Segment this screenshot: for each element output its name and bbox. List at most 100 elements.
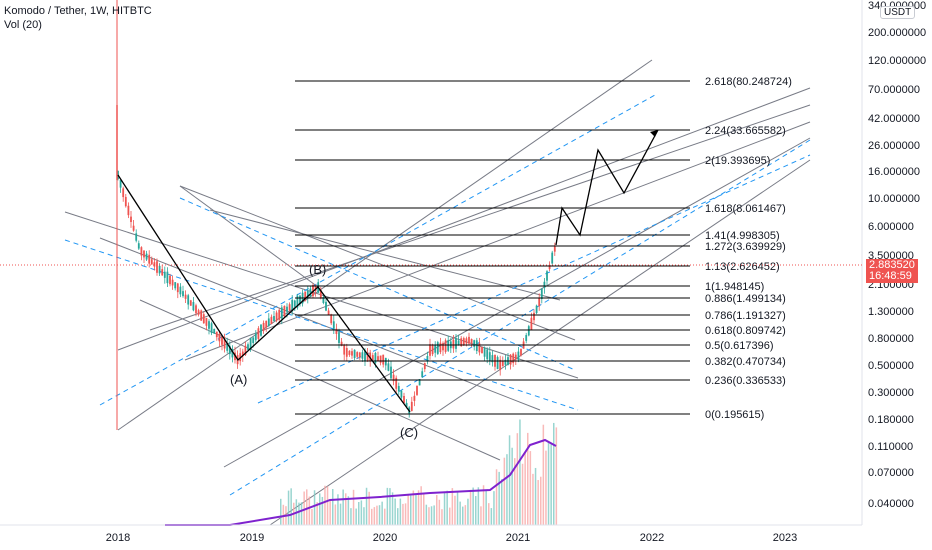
candle-body (390, 366, 392, 379)
price-tick-label: 120.000000 (868, 55, 926, 67)
candle-body (299, 295, 301, 305)
volume-bar (319, 493, 321, 525)
candle-body (325, 301, 327, 311)
price-tick-label: 0.800000 (868, 333, 914, 345)
volume-bar (438, 499, 441, 525)
time-tick-label: 2023 (773, 532, 797, 544)
trend-channels (64, 59, 811, 526)
channel-line (209, 209, 561, 301)
volume-bar (540, 476, 542, 525)
currency-button[interactable]: USDT (880, 6, 916, 19)
candle-body (465, 338, 468, 344)
candle-body (351, 351, 353, 356)
volume-bar (485, 490, 487, 525)
volume-bar (308, 496, 311, 525)
volume-bar (423, 493, 425, 525)
candle-body (322, 297, 325, 303)
candle-body (215, 331, 218, 338)
volume-bar (462, 506, 464, 525)
candle-body (395, 377, 398, 389)
candle-body (353, 349, 356, 359)
fib-level-label: 2(19.393695) (705, 155, 770, 167)
time-tick-label: 2020 (373, 532, 397, 544)
volume-bar (384, 508, 386, 525)
candle-body (189, 300, 192, 306)
volume-bar (459, 501, 461, 525)
candle-body (392, 374, 395, 382)
fib-level-label: 1.13(2.626452) (705, 261, 780, 273)
wave-label: (B) (309, 262, 326, 277)
candle-body (288, 304, 291, 311)
symbol-title[interactable]: Komodo / Tether, 1W, HITBTC (4, 5, 152, 17)
volume-bar (508, 435, 511, 525)
volume-bar (371, 508, 373, 525)
candle-body (520, 349, 522, 356)
channel-line (269, 159, 811, 526)
volume-bar (514, 458, 516, 525)
candle-body (122, 188, 125, 198)
candle-body (205, 317, 208, 326)
volume-bar (407, 493, 409, 525)
candle-body (304, 291, 307, 301)
candle-body (330, 314, 333, 324)
candle-body (348, 350, 351, 355)
candle-body (231, 349, 234, 358)
price-tick-label: 0.180000 (868, 414, 914, 426)
candle-body (119, 180, 122, 188)
volume-bar (555, 427, 558, 525)
candle-body (210, 323, 213, 334)
candle-body (340, 341, 343, 346)
chart-legend: Komodo / Tether, 1W, HITBTC Vol (20) (4, 4, 152, 32)
candle-body (197, 310, 200, 315)
price-tick-label: 0.070000 (868, 467, 914, 479)
volume-bar (488, 503, 490, 525)
candle-body (366, 352, 369, 361)
projected-wave-line (555, 129, 659, 246)
fib-level-label: 0(0.195615) (705, 409, 764, 421)
volume-bar (300, 502, 303, 525)
candle-body (153, 262, 156, 267)
candle-body (296, 295, 299, 308)
candle-body (488, 352, 491, 361)
candle-body (421, 371, 424, 378)
volume-indicator-label[interactable]: Vol (20) (4, 19, 42, 31)
time-axis[interactable]: 2018 2019 2020 2021 2022 2023 (0, 524, 862, 544)
price-axis[interactable]: 340.000000200.000000120.00000070.0000004… (0, 0, 926, 525)
candle-body (460, 338, 463, 347)
candle-body (192, 302, 195, 311)
volume-bar (280, 498, 282, 525)
candle-body (187, 295, 190, 305)
candle-body (182, 291, 184, 297)
volume-bar (495, 469, 498, 525)
volume-bar (537, 480, 539, 525)
candle-body (228, 346, 231, 355)
candle-body (291, 299, 294, 312)
fib-level-label: 2.24(33.665582) (705, 125, 786, 137)
volume-bar (534, 467, 537, 525)
candle-body (174, 282, 177, 289)
volume-bar (456, 492, 459, 525)
candle-body (275, 312, 278, 321)
candle-body (163, 271, 166, 278)
volume-bar (397, 508, 399, 525)
volume-bars (165, 419, 558, 526)
candle-body (533, 312, 535, 321)
volume-bar (545, 450, 547, 525)
candle-body (397, 386, 400, 392)
volume-bar (350, 508, 352, 525)
fib-level-label: 1.618(8.061467) (705, 203, 786, 215)
candle-body (509, 354, 512, 365)
candle-body (312, 285, 314, 297)
volume-bar (503, 457, 506, 525)
candle-body (166, 271, 169, 284)
volume-bar (550, 443, 552, 525)
candle-body (195, 305, 197, 314)
channel-median-line (99, 94, 656, 406)
candle-body (148, 254, 151, 264)
volume-bar (532, 473, 534, 525)
candle-body (387, 363, 390, 371)
candle-body (504, 359, 507, 365)
volume-bar (472, 487, 474, 525)
volume-bar (342, 489, 344, 525)
